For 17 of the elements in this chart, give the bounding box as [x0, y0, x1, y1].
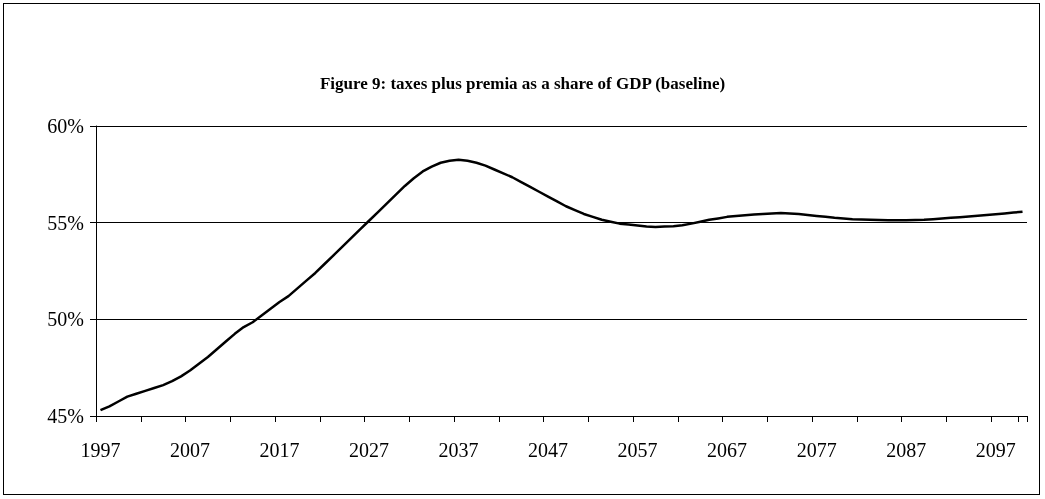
x-tick-label: 2007 — [170, 439, 210, 461]
x-tick-label: 1997 — [80, 439, 121, 461]
x-tick-label: 2087 — [886, 439, 927, 461]
line-series — [99, 158, 1024, 412]
x-tick-label: 2037 — [438, 439, 479, 461]
x-tick-label: 2067 — [707, 439, 748, 461]
y-tick-label: 60% — [47, 115, 84, 137]
x-tick-label: 2027 — [349, 439, 390, 461]
x-tick-label: 2077 — [796, 439, 837, 461]
x-tick-label: 2097 — [975, 439, 1016, 461]
y-tick-label: 50% — [47, 308, 84, 331]
chart-title: Figure 9: taxes plus premia as a share of GDP (baseline) — [319, 74, 726, 93]
y-tick-label: 55% — [47, 211, 84, 234]
x-tick-label: 2017 — [259, 439, 300, 461]
x-tick-label: 2047 — [528, 439, 569, 461]
x-tick-label: 2057 — [617, 439, 658, 461]
y-tick-label: 45% — [47, 405, 84, 427]
